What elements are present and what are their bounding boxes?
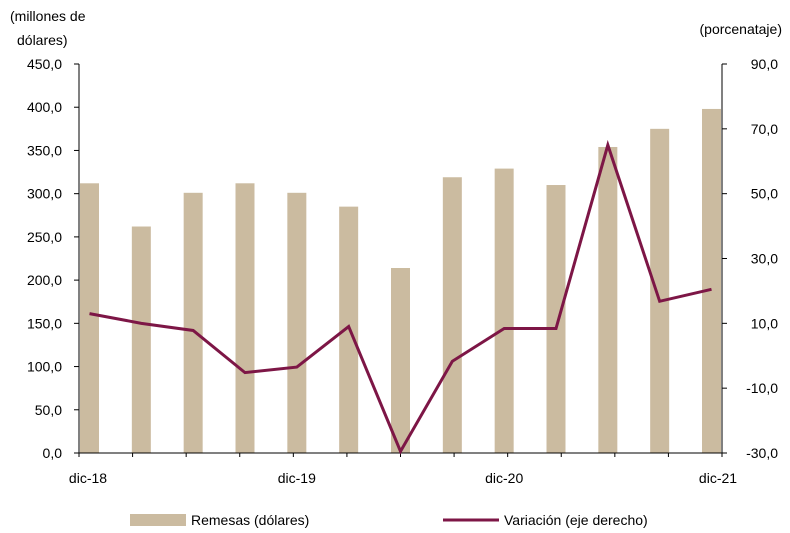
y-left-tick-label: 50,0 (35, 402, 62, 418)
bar-dic-21 (702, 108, 721, 453)
bar-mar-21 (546, 185, 566, 453)
y-left-tick-label: 350,0 (27, 142, 62, 158)
y-left-tick-label: 0,0 (43, 445, 63, 461)
bar-mar-19 (131, 226, 151, 453)
y-left-tick-label: 150,0 (27, 315, 62, 331)
y-right-tick-label: -10,0 (746, 380, 778, 396)
bar-sep-20 (442, 177, 462, 453)
y-left-tick-label: 200,0 (27, 272, 62, 288)
bar-sep-19 (235, 183, 255, 453)
bar-series (80, 108, 721, 454)
y-left-tick-label: 300,0 (27, 186, 62, 202)
bar-jun-19 (183, 192, 203, 453)
bar-dic-18 (80, 183, 99, 453)
y-right-tick-label: 10,0 (751, 315, 778, 331)
y-left-title-line-2: dólares) (17, 32, 68, 48)
bar-dic-19 (287, 192, 307, 453)
legend-bar-swatch (130, 514, 186, 526)
bar-sep-21 (650, 128, 670, 454)
x-tick-label-dic-20: dic-20 (485, 470, 523, 486)
x-tick-label-dic-21: dic-21 (699, 470, 737, 486)
y-left-tick-label: 250,0 (27, 229, 62, 245)
y-left-tick-label: 400,0 (27, 99, 62, 115)
bar-jun-21 (598, 146, 618, 453)
legend-bar-label: Remesas (dólares) (191, 512, 309, 528)
x-tick-label-dic-19: dic-19 (278, 470, 316, 486)
y-right-tick-label: 70,0 (751, 121, 778, 137)
bar-dic-20 (494, 168, 514, 453)
line-series (89, 139, 712, 455)
x-tick-label-dic-18: dic-18 (69, 470, 107, 486)
y-right-tick-label: 90,0 (751, 56, 778, 72)
y-left-tick-label: 450,0 (27, 56, 62, 72)
y-right-tick-label: -30,0 (746, 445, 778, 461)
y-left-tick-label: 100,0 (27, 359, 62, 375)
y-left-title-line-1: (millones de (10, 8, 86, 24)
legend: Remesas (dólares) Variación (eje derecho… (130, 512, 648, 528)
tick-labels: 0,0 50,0 100,0 150,0 200,0 250,0 300,0 350,0 400… (27, 56, 778, 486)
y-right-tick-label: 50,0 (751, 186, 778, 202)
y-right-title: (porcenataje) (700, 21, 783, 37)
y-right-tick-label: 30,0 (751, 251, 778, 267)
bar-jun-20 (391, 268, 410, 453)
legend-line-label: Variación (eje derecho) (504, 512, 648, 528)
